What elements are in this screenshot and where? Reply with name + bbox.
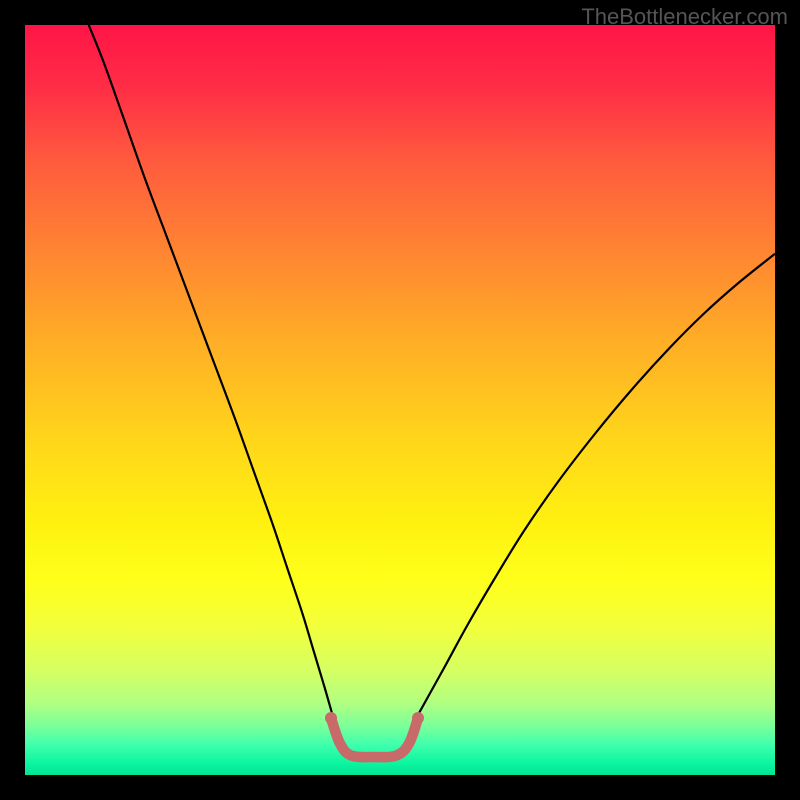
background-gradient xyxy=(25,25,775,775)
root: TheBottlenecker.com xyxy=(0,0,800,800)
watermark-label: TheBottlenecker.com xyxy=(581,4,788,30)
plot-area xyxy=(25,25,775,775)
